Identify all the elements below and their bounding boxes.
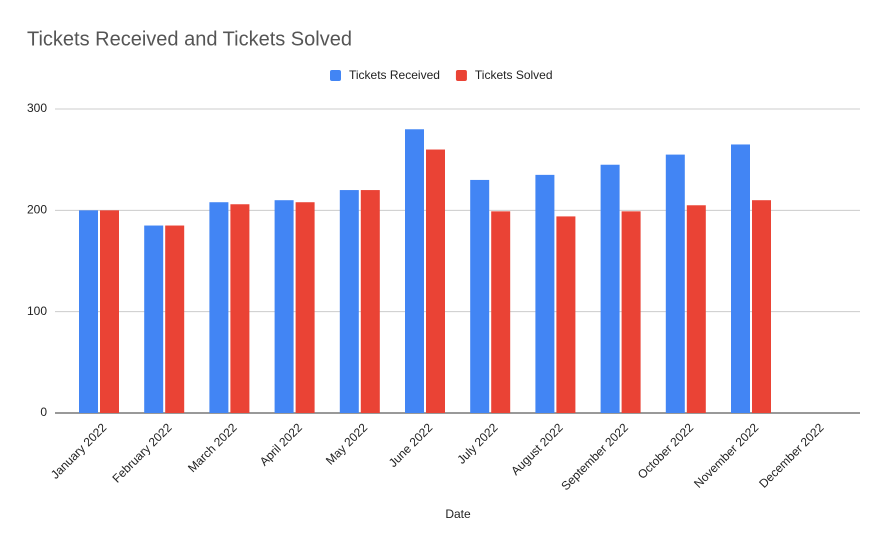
legend-label: Tickets Solved bbox=[475, 68, 553, 82]
bar bbox=[339, 190, 359, 413]
legend-label: Tickets Received bbox=[349, 68, 440, 82]
bar bbox=[752, 200, 771, 413]
bar bbox=[470, 179, 490, 413]
bar bbox=[535, 174, 555, 413]
bar bbox=[731, 144, 750, 413]
y-tick-label: 300 bbox=[27, 101, 47, 115]
legend-swatch bbox=[455, 70, 467, 81]
bar bbox=[665, 154, 685, 413]
bar bbox=[405, 129, 424, 413]
bar bbox=[491, 211, 511, 413]
bar bbox=[144, 225, 164, 413]
bar bbox=[230, 204, 250, 413]
bar bbox=[360, 190, 380, 413]
bar bbox=[556, 216, 576, 413]
bar bbox=[274, 200, 294, 413]
bar bbox=[686, 205, 706, 413]
bar bbox=[165, 225, 185, 413]
bar bbox=[295, 202, 315, 413]
bar bbox=[621, 211, 641, 413]
bar bbox=[209, 202, 229, 413]
bar bbox=[600, 164, 620, 413]
chart-title: Tickets Received and Tickets Solved bbox=[27, 28, 352, 50]
y-tick-label: 200 bbox=[27, 203, 47, 217]
bar bbox=[100, 210, 119, 413]
y-tick-label: 0 bbox=[40, 405, 47, 419]
x-axis-title: Date bbox=[445, 507, 471, 521]
bar bbox=[426, 149, 445, 414]
legend-swatch bbox=[330, 70, 341, 81]
bar bbox=[79, 210, 98, 413]
y-tick-label: 100 bbox=[27, 304, 47, 318]
